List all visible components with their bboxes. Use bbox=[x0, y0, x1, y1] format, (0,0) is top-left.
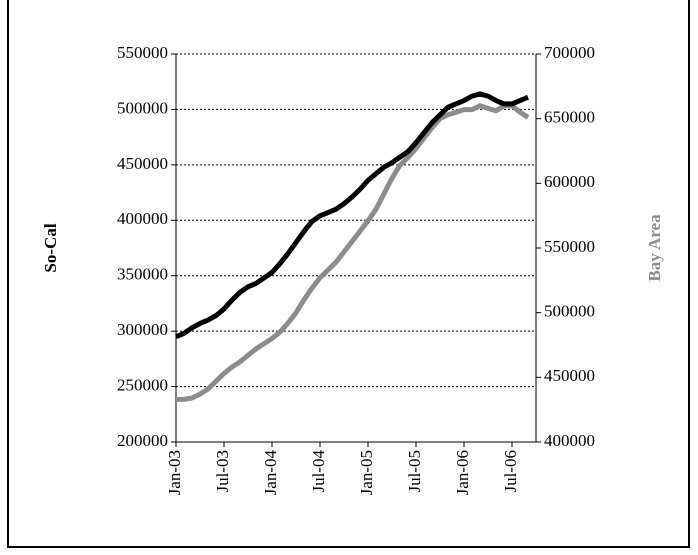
y-tick-label: 200000 bbox=[117, 431, 168, 450]
y-tick-label: 300000 bbox=[117, 320, 168, 339]
y-tick-label: 550000 bbox=[117, 43, 168, 62]
y2-tick-label: 500000 bbox=[544, 302, 595, 321]
x-tick-label: Jul-03 bbox=[213, 450, 232, 493]
y2-tick-label: 450000 bbox=[544, 366, 595, 385]
x-tick-label: Jul-05 bbox=[405, 450, 424, 493]
x-tick-label: Jan-04 bbox=[261, 450, 280, 496]
y-tick-label: 400000 bbox=[117, 209, 168, 228]
x-tick-label: Jul-06 bbox=[501, 450, 520, 493]
y2-tick-label: 700000 bbox=[544, 43, 595, 62]
x-tick-label: Jul-04 bbox=[309, 450, 328, 493]
y2-tick-label: 600000 bbox=[544, 172, 595, 191]
x-tick-label: Jan-06 bbox=[453, 450, 472, 495]
y2-axis-title: Bay Area bbox=[645, 214, 664, 282]
x-tick-label: Jan-03 bbox=[165, 450, 184, 495]
y-tick-label: 500000 bbox=[117, 98, 168, 117]
chart-border bbox=[7, 0, 690, 548]
series-line bbox=[175, 91, 529, 339]
y-tick-label: 350000 bbox=[117, 265, 168, 284]
y-tick-label: 450000 bbox=[117, 154, 168, 173]
y2-tick-label: 550000 bbox=[544, 237, 595, 256]
y-tick-label: 250000 bbox=[117, 375, 168, 394]
y2-tick-label: 650000 bbox=[544, 108, 595, 127]
x-tick-label: Jan-05 bbox=[357, 450, 376, 495]
y2-tick-label: 400000 bbox=[544, 431, 595, 450]
series-line bbox=[176, 103, 530, 402]
y-axis-title: So-Cal bbox=[41, 223, 60, 272]
